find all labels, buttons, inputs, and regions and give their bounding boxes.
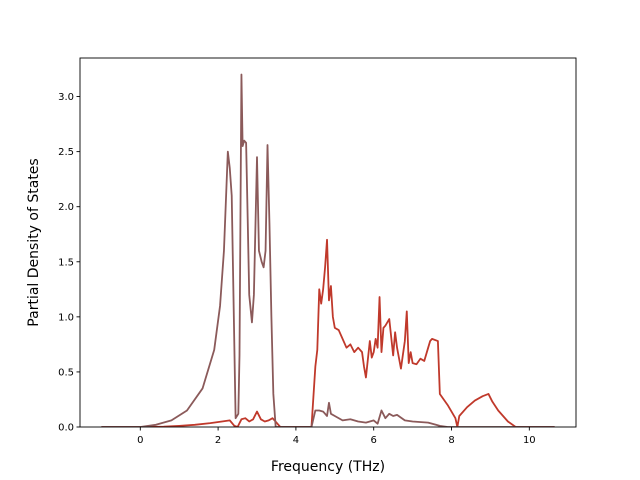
x-tick-label: 8 (448, 435, 454, 446)
y-tick-label: 1.0 (58, 312, 74, 323)
x-axis-label: Frequency (THz) (271, 459, 385, 475)
y-tick-label: 3.0 (58, 92, 74, 103)
y-tick-label: 2.0 (58, 202, 74, 213)
y-tick-label: 1.5 (58, 257, 74, 268)
series-line-1 (101, 238, 555, 427)
series-layer (101, 73, 555, 427)
x-tick-label: 6 (371, 435, 377, 446)
x-tick-label: 4 (293, 435, 299, 446)
x-tick-label: 0 (137, 435, 143, 446)
y-axis-label: Partial Density of States (26, 158, 42, 326)
axes-layer: 0 2 4 6 8 10 0.0 0.5 1.0 1.5 2.0 2.5 3.0 (58, 57, 577, 446)
y-tick-label: 0.0 (58, 423, 74, 434)
series-line-2 (101, 73, 555, 427)
x-tick-label: 2 (215, 435, 221, 446)
axes-frame (79, 57, 577, 428)
y-tick-label: 0.5 (58, 367, 74, 378)
x-tick-label: 10 (523, 435, 536, 446)
y-tick-label: 2.5 (58, 147, 74, 158)
